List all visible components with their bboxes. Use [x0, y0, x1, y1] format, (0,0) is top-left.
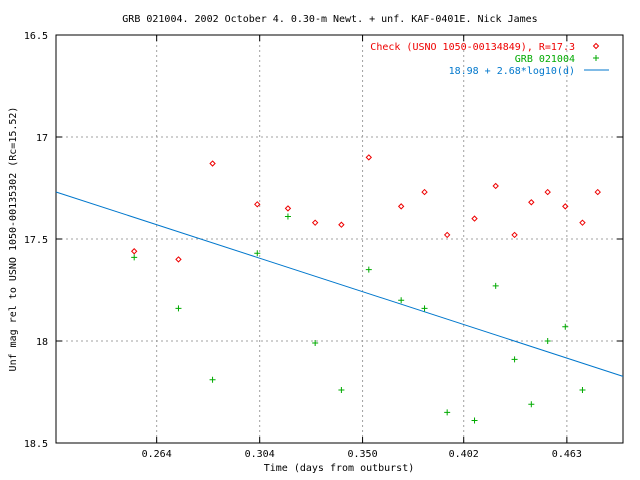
grb-point	[209, 376, 216, 383]
chart-title: GRB 021004. 2002 October 4. 0.30-m Newt.…	[122, 14, 537, 25]
grb-point	[562, 323, 569, 330]
grb-point	[444, 409, 451, 416]
check-star-point	[421, 188, 428, 196]
legend-entry-check-label: Check (USNO 1050-00134849), R=17.3	[370, 42, 575, 53]
x-tick-label: 0.463	[552, 449, 582, 460]
grb-point	[421, 305, 428, 312]
fit-line	[55, 191, 624, 377]
y-tick-label: 18.5	[24, 439, 48, 450]
check-star-point	[511, 231, 518, 239]
check-star-point	[544, 188, 551, 196]
legend-entry-grb-label: GRB 021004	[515, 54, 575, 65]
grb-point	[131, 254, 138, 261]
check-star-point	[492, 182, 499, 190]
grb-point	[254, 250, 261, 257]
x-axis-label: Time (days from outburst)	[264, 463, 415, 474]
y-axis-label: Unf mag rel to USNO 1050-00135302 (Rc=15…	[8, 107, 19, 372]
grb-point	[284, 213, 291, 220]
x-tick-label: 0.402	[449, 449, 479, 460]
x-tick-label: 0.350	[348, 449, 378, 460]
grb-point	[492, 282, 499, 289]
check-star-point	[130, 248, 138, 255]
check-star-point	[365, 154, 373, 161]
check-star-point	[254, 201, 261, 208]
y-tick-label: 18	[36, 337, 48, 348]
grb-point	[528, 401, 535, 408]
grb-point	[365, 266, 372, 273]
y-tick-label: 16.5	[24, 31, 48, 42]
check-star-point	[397, 203, 405, 210]
check-star-point	[528, 199, 535, 206]
grb-point	[471, 417, 478, 424]
grb-point	[175, 305, 182, 312]
legend-entry-fit-label: 18.98 + 2.68*log10(d)	[449, 66, 575, 77]
grb-point	[398, 297, 405, 304]
y-tick-label: 17	[36, 133, 48, 144]
check-star-point	[209, 160, 216, 167]
grb-point	[312, 340, 319, 347]
y-tick-label: 17.5	[24, 235, 48, 246]
legend-entry-check-marker	[592, 42, 600, 50]
x-tick-label: 0.304	[245, 449, 275, 460]
grb-point	[544, 338, 551, 344]
grb-point	[338, 386, 345, 393]
grid	[56, 35, 623, 443]
legend-entry-grb-marker	[593, 55, 599, 61]
check-star-point	[338, 221, 345, 228]
check-star-point	[579, 219, 586, 226]
check-star-point	[311, 219, 319, 226]
check-star-point	[175, 256, 182, 263]
grb-point	[579, 386, 586, 393]
check-star-point	[284, 205, 292, 212]
check-star-point	[562, 203, 569, 210]
check-star-point	[594, 188, 601, 196]
data-marks	[55, 154, 624, 424]
grb-point	[511, 356, 518, 363]
check-star-point	[443, 231, 451, 239]
axes: 0.264 0.304 0.350 0.402 0.463 16.5 17 17.5 18 18.…	[24, 31, 623, 460]
x-tick-label: 0.264	[142, 449, 172, 460]
check-star-point	[471, 215, 478, 222]
